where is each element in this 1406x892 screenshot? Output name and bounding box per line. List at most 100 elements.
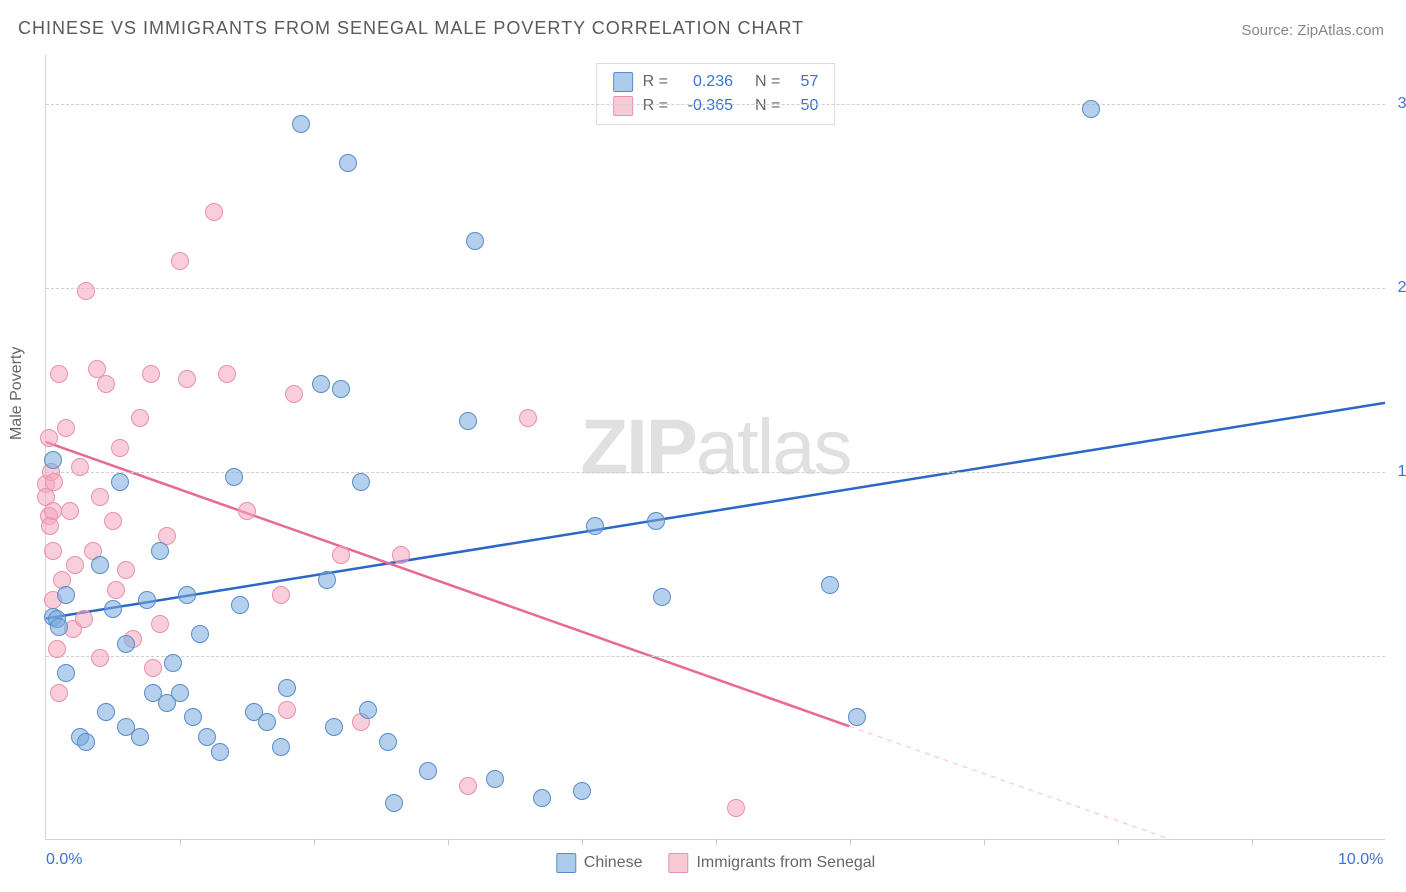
data-point-blue <box>178 586 196 604</box>
data-point-pink <box>117 561 135 579</box>
data-point-blue <box>50 618 68 636</box>
r-value-blue: 0.236 <box>678 70 733 94</box>
data-point-blue <box>171 684 189 702</box>
data-point-blue <box>44 451 62 469</box>
data-point-pink <box>71 458 89 476</box>
x-tick-label: 10.0% <box>1338 851 1383 869</box>
data-point-blue <box>312 375 330 393</box>
data-point-pink <box>131 409 149 427</box>
data-point-pink <box>142 365 160 383</box>
data-point-pink <box>97 375 115 393</box>
n-label: N = <box>755 70 780 94</box>
data-point-blue <box>821 576 839 594</box>
data-point-pink <box>332 546 350 564</box>
data-point-pink <box>727 799 745 817</box>
data-point-blue <box>586 517 604 535</box>
data-point-blue <box>164 654 182 672</box>
x-tick <box>314 839 315 845</box>
data-point-blue <box>272 738 290 756</box>
gridline <box>46 104 1385 105</box>
data-point-blue <box>352 473 370 491</box>
data-point-pink <box>238 502 256 520</box>
data-point-blue <box>292 115 310 133</box>
data-point-blue <box>466 232 484 250</box>
data-point-blue <box>225 468 243 486</box>
data-point-pink <box>48 640 66 658</box>
data-point-blue <box>184 708 202 726</box>
data-point-pink <box>40 429 58 447</box>
data-point-pink <box>178 370 196 388</box>
swatch-pink-icon <box>668 853 688 873</box>
r-label: R = <box>643 94 668 118</box>
swatch-blue-icon <box>556 853 576 873</box>
data-point-pink <box>45 473 63 491</box>
data-point-blue <box>91 556 109 574</box>
data-point-blue <box>211 743 229 761</box>
legend-label-blue: Chinese <box>584 854 643 872</box>
data-point-blue <box>104 600 122 618</box>
data-point-blue <box>647 512 665 530</box>
x-tick <box>582 839 583 845</box>
data-point-blue <box>332 380 350 398</box>
scatter-plot-area: ZIPatlas R = 0.236 N = 57 R = -0.365 N =… <box>45 55 1385 840</box>
data-point-blue <box>325 718 343 736</box>
data-point-blue <box>419 762 437 780</box>
data-point-blue <box>573 782 591 800</box>
y-axis-label: Male Poverty <box>8 347 26 440</box>
data-point-pink <box>111 439 129 457</box>
data-point-pink <box>61 502 79 520</box>
data-point-pink <box>50 684 68 702</box>
data-point-pink <box>91 488 109 506</box>
data-point-blue <box>459 412 477 430</box>
data-point-blue <box>258 713 276 731</box>
series-legend: Chinese Immigrants from Senegal <box>556 853 875 873</box>
data-point-pink <box>44 542 62 560</box>
gridline <box>46 656 1385 657</box>
data-point-blue <box>77 733 95 751</box>
data-point-pink <box>392 546 410 564</box>
watermark-bold: ZIP <box>580 403 695 491</box>
data-point-pink <box>107 581 125 599</box>
data-point-pink <box>144 659 162 677</box>
data-point-blue <box>111 473 129 491</box>
data-point-blue <box>1082 100 1100 118</box>
n-value-blue: 57 <box>790 70 818 94</box>
x-tick <box>984 839 985 845</box>
x-tick-label: 0.0% <box>46 851 82 869</box>
data-point-blue <box>97 703 115 721</box>
data-point-blue <box>138 591 156 609</box>
data-point-blue <box>385 794 403 812</box>
data-point-pink <box>151 615 169 633</box>
legend-item-pink: Immigrants from Senegal <box>668 853 875 873</box>
x-tick <box>1118 839 1119 845</box>
data-point-blue <box>231 596 249 614</box>
data-point-pink <box>50 365 68 383</box>
correlation-legend: R = 0.236 N = 57 R = -0.365 N = 50 <box>596 63 836 125</box>
y-tick-label: 30.0% <box>1388 95 1406 113</box>
chart-title: CHINESE VS IMMIGRANTS FROM SENEGAL MALE … <box>18 18 804 39</box>
data-point-blue <box>57 586 75 604</box>
trend-lines-svg <box>46 55 1385 839</box>
data-point-blue <box>379 733 397 751</box>
x-tick <box>1252 839 1253 845</box>
data-point-blue <box>848 708 866 726</box>
data-point-pink <box>66 556 84 574</box>
data-point-blue <box>653 588 671 606</box>
data-point-blue <box>198 728 216 746</box>
data-point-pink <box>519 409 537 427</box>
data-point-pink <box>75 610 93 628</box>
data-point-blue <box>318 571 336 589</box>
data-point-blue <box>486 770 504 788</box>
data-point-pink <box>272 586 290 604</box>
data-point-blue <box>57 664 75 682</box>
x-tick <box>448 839 449 845</box>
y-tick-label: 15.0% <box>1388 463 1406 481</box>
x-tick <box>180 839 181 845</box>
y-tick-label: 7.5% <box>1388 647 1406 665</box>
source-attribution: Source: ZipAtlas.com <box>1241 22 1384 39</box>
gridline <box>46 472 1385 473</box>
data-point-pink <box>278 701 296 719</box>
swatch-blue-icon <box>613 72 633 92</box>
data-point-blue <box>191 625 209 643</box>
gridline <box>46 288 1385 289</box>
